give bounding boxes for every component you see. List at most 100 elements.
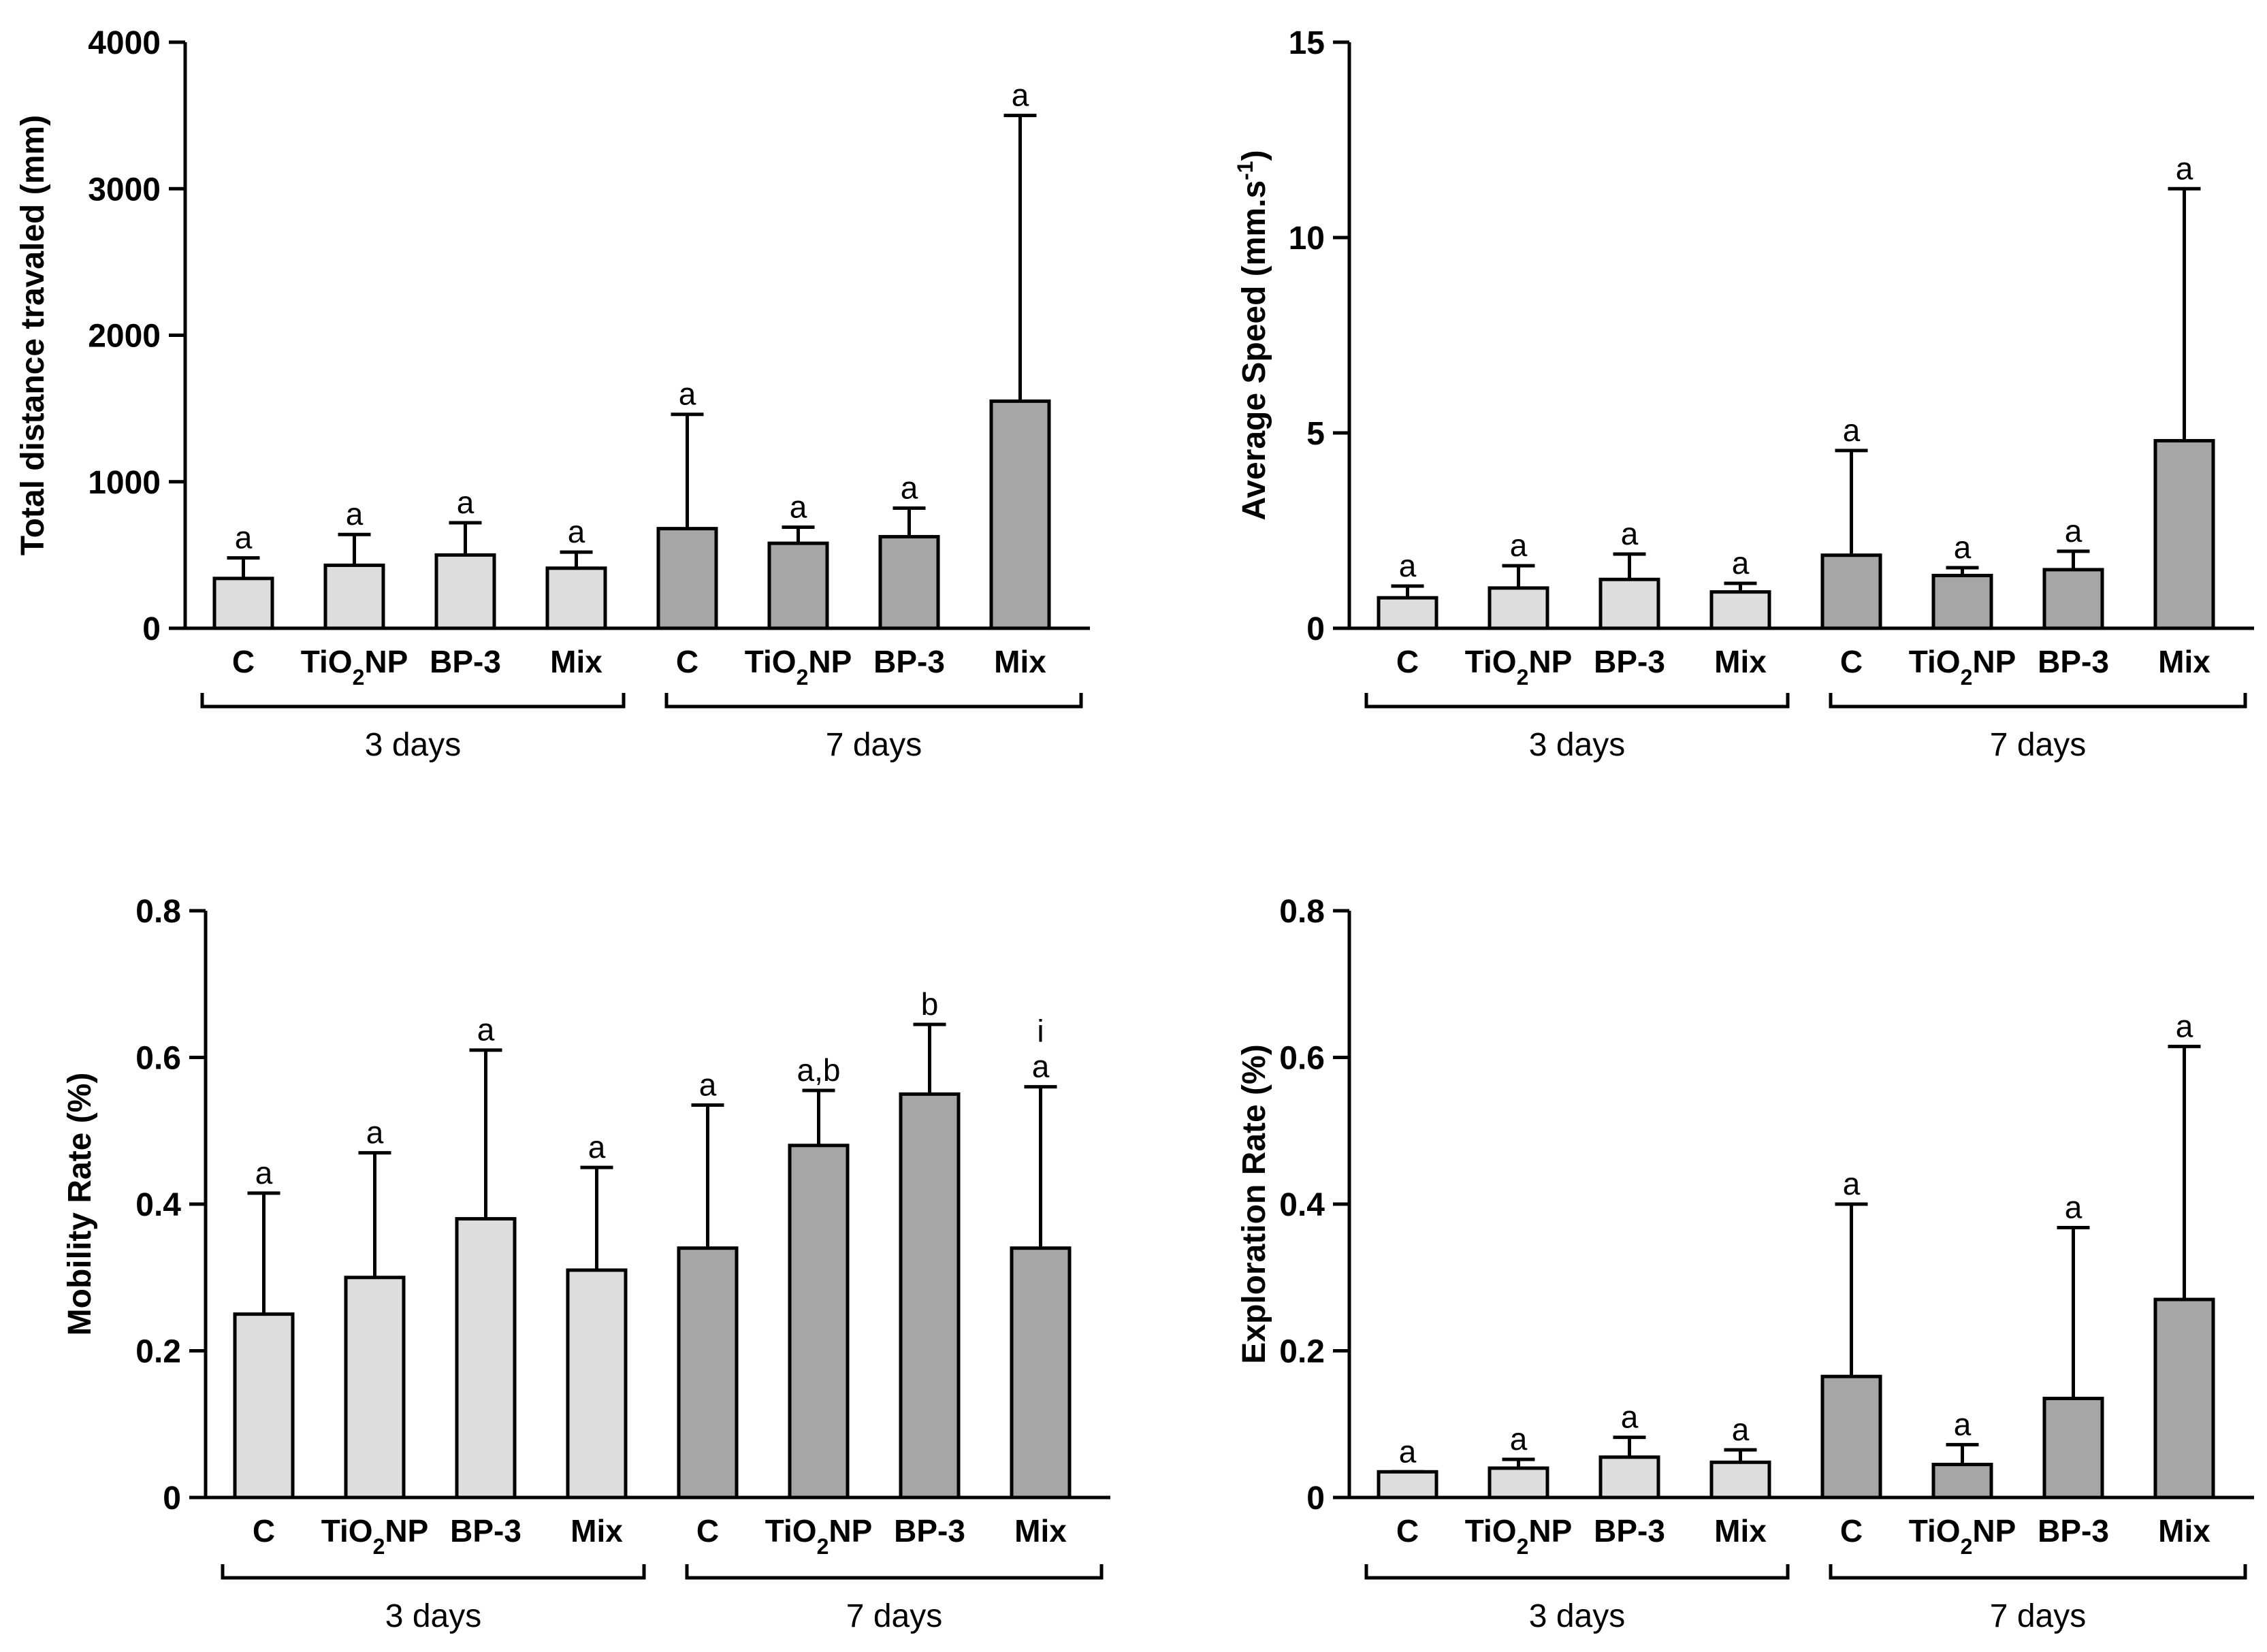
significance-label: a <box>790 489 807 524</box>
significance-label: a <box>1732 1412 1750 1447</box>
panel-total-distance: 0 1000 2000 3000 4000 Total distance travaled… <box>15 25 1090 763</box>
category-label: Mix <box>2158 644 2210 679</box>
group-label: 3 days <box>385 1598 481 1634</box>
significance-label: a <box>2176 1008 2193 1043</box>
y-tick-label: 2000 <box>88 319 161 355</box>
bar-mix-7d <box>989 399 1051 630</box>
y-tick-label: 0.8 <box>135 894 181 930</box>
category-label: C <box>696 1513 719 1549</box>
group-bracket <box>200 693 626 709</box>
y-tick-label: 0 <box>1306 611 1325 647</box>
category-label: Mix <box>1714 644 1767 679</box>
y-tick-label: 0.6 <box>1279 1041 1325 1077</box>
bar-bp3-7d <box>2042 1397 2104 1500</box>
category-label: TiO2NP <box>1465 1513 1573 1559</box>
bar-c-3d <box>233 1312 295 1500</box>
bar-bp3-7d <box>878 534 940 630</box>
category-label: Mix <box>570 1513 623 1549</box>
category-label: C <box>1840 1513 1863 1549</box>
y-tick-label: 0 <box>1306 1480 1325 1517</box>
bar-c-3d <box>212 577 274 630</box>
group-label: 3 days <box>1529 727 1625 763</box>
significance-label: a <box>1032 1049 1050 1084</box>
category-label: Mix <box>994 644 1046 679</box>
category-label: TiO2NP <box>301 644 408 690</box>
bar-mix-3d <box>566 1268 628 1500</box>
category-label: BP-3 <box>430 644 501 679</box>
significance-label: a <box>1621 516 1639 551</box>
bar-mix-3d <box>1709 590 1771 630</box>
group-bracket <box>1829 1564 2247 1580</box>
category-label: Mix <box>550 644 602 679</box>
y-axis-label: Mobility Rate (%) <box>62 1073 98 1336</box>
y-tick-label: 0.2 <box>1279 1334 1325 1370</box>
significance-label: a <box>2176 150 2193 186</box>
significance-label: a <box>1399 548 1417 583</box>
significance-label: a <box>2065 1189 2083 1225</box>
significance-label: a <box>1843 412 1861 448</box>
y-tick-label: 3000 <box>88 172 161 208</box>
significance-label: a <box>457 485 475 520</box>
group-label: 7 days <box>1990 1598 2086 1634</box>
y-tick-label: 4000 <box>88 25 161 61</box>
bar-tio2np-7d <box>767 541 829 630</box>
bar-tio2np-7d <box>1931 574 1993 630</box>
significance-label: a <box>1954 530 1972 565</box>
bar-bp3-3d <box>455 1217 517 1500</box>
group-bracket <box>1364 1564 1790 1580</box>
y-tick-label: 0.2 <box>135 1334 181 1370</box>
bar-tio2np-3d <box>323 563 385 630</box>
bar-c-7d <box>1820 553 1882 630</box>
category-label: BP-3 <box>894 1513 965 1549</box>
group-bracket <box>221 1564 646 1580</box>
panel-mobility-rate: 0 0.2 0.4 0.6 0.8 Mobility Rate (%) a Ca TiO2NP a… <box>62 894 1110 1634</box>
bar-bp3-7d <box>2042 568 2104 630</box>
significance-label: b <box>921 986 939 1022</box>
bar-bp3-3d <box>1598 1455 1660 1500</box>
group-bracket <box>1829 693 2247 709</box>
significance-label: a <box>1510 528 1528 563</box>
significance-label: a <box>477 1012 495 1048</box>
category-label: TiO2NP <box>1465 644 1573 690</box>
group-label: 7 days <box>846 1598 942 1634</box>
bar-tio2np-3d <box>344 1276 406 1500</box>
y-tick-label: 0.4 <box>135 1187 181 1223</box>
bar-mix-7d <box>2153 1297 2215 1500</box>
bar-tio2np-7d <box>788 1144 850 1500</box>
significance-label: a <box>2065 513 2083 549</box>
significance-label: a <box>346 496 364 532</box>
category-label: BP-3 <box>1594 644 1665 679</box>
significance-label: a <box>1621 1399 1639 1435</box>
bar-c-3d <box>1377 1470 1438 1500</box>
y-tick-label: 15 <box>1289 25 1325 61</box>
bar-c-7d <box>677 1246 739 1500</box>
category-label: BP-3 <box>1594 1513 1665 1549</box>
bar-mix-3d <box>1709 1460 1771 1500</box>
group-label: 3 days <box>365 727 461 763</box>
category-label: Mix <box>1014 1513 1067 1549</box>
y-axis-label: Total distance travaled (mm) <box>15 115 51 555</box>
category-label: TiO2NP <box>1909 644 2016 690</box>
y-tick-label: 1000 <box>88 465 161 501</box>
y-tick-label: 10 <box>1289 221 1325 257</box>
y-tick-label: 0 <box>163 1480 181 1517</box>
category-label: BP-3 <box>2038 1513 2109 1549</box>
category-label: TiO2NP <box>1909 1513 2016 1559</box>
significance-label: a <box>235 520 253 555</box>
group-label: 7 days <box>1990 727 2086 763</box>
panel-exploration-rate: 0 0.2 0.4 0.6 0.8 Exploration Rate (%) a Ca TiO2… <box>1236 894 2254 1634</box>
bar-bp3-7d <box>899 1092 961 1500</box>
category-label: BP-3 <box>2038 644 2109 679</box>
significance-label: a <box>588 1129 606 1165</box>
y-axis-label: Average Speed (mm.s-1) <box>1233 150 1272 520</box>
y-axis-label: Exploration Rate (%) <box>1236 1044 1272 1363</box>
significance-label: a <box>568 514 585 549</box>
bar-c-3d <box>1377 596 1438 630</box>
category-label: Mix <box>2158 1513 2210 1549</box>
y-tick-label: 0.6 <box>135 1041 181 1077</box>
y-tick-label: 5 <box>1306 416 1325 452</box>
significance-label: a <box>1399 1434 1417 1469</box>
category-label: C <box>1840 644 1863 679</box>
bar-tio2np-7d <box>1931 1463 1993 1500</box>
